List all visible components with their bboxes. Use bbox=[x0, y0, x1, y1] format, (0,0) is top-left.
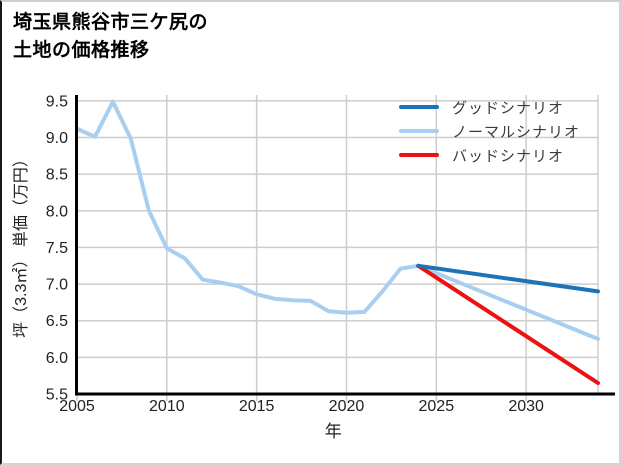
chart-legend: グッドシナリオ ノーマルシナリオ バッドシナリオ bbox=[399, 95, 580, 167]
legend-line-swatch-good bbox=[399, 105, 439, 109]
y-tick-label-7.0: 7.0 bbox=[46, 277, 68, 294]
page-title-line1: 埼玉県熊谷市三ケ尻の bbox=[13, 12, 209, 33]
legend-item-bad: バッドシナリオ bbox=[399, 143, 580, 167]
legend-item-normal: ノーマルシナリオ bbox=[399, 119, 580, 143]
legend-line-swatch-normal bbox=[399, 129, 439, 133]
x-tick-label-2010: 2010 bbox=[149, 398, 185, 415]
legend-label: バッドシナリオ bbox=[452, 147, 565, 165]
x-axis-label: 年 bbox=[325, 422, 342, 441]
y-tick-label-8.5: 8.5 bbox=[46, 167, 68, 184]
series-normal-line bbox=[416, 263, 600, 341]
series-historical-line bbox=[75, 99, 421, 315]
x-tick-label-2015: 2015 bbox=[239, 398, 275, 415]
y-tick-label-5.5: 5.5 bbox=[46, 387, 68, 404]
y-axis-label: 坪（3.3㎡） 単価（万円） bbox=[12, 151, 30, 338]
series-bad-line bbox=[416, 263, 600, 385]
page-title-line2: 土地の価格推移 bbox=[13, 40, 150, 61]
page-title: 埼玉県熊谷市三ケ尻の 土地の価格推移 bbox=[13, 9, 208, 65]
y-tick-label-8.0: 8.0 bbox=[46, 203, 68, 220]
y-tick-label-6.0: 6.0 bbox=[46, 350, 68, 367]
legend-label: ノーマルシナリオ bbox=[452, 123, 581, 141]
x-tick-label-2020: 2020 bbox=[329, 398, 365, 415]
x-tick-label-2030: 2030 bbox=[508, 398, 544, 415]
series-good-line bbox=[416, 263, 600, 294]
y-tick-label-9.5: 9.5 bbox=[46, 93, 68, 110]
x-tick-label-2005: 2005 bbox=[59, 398, 95, 415]
y-tick-label-7.5: 7.5 bbox=[46, 240, 68, 257]
x-tick-label-2025: 2025 bbox=[419, 398, 455, 415]
legend-label: グッドシナリオ bbox=[452, 99, 565, 117]
y-tick-label-9.0: 9.0 bbox=[46, 130, 68, 147]
legend-line-swatch-bad bbox=[399, 153, 439, 157]
legend-item-good: グッドシナリオ bbox=[399, 95, 580, 119]
y-tick-label-6.5: 6.5 bbox=[46, 313, 68, 330]
